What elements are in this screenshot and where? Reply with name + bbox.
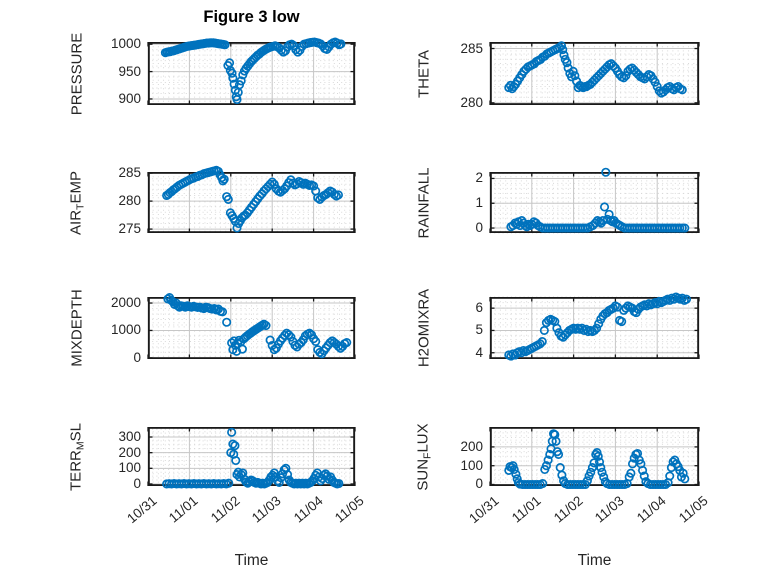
scatter-series-sun-flux xyxy=(504,429,690,490)
y-tick-label: 4 xyxy=(475,344,483,360)
y-axis-label-text: EMP xyxy=(67,170,85,204)
y-tick-label: 280 xyxy=(118,193,141,209)
x-axis-label-left: Time xyxy=(234,552,269,569)
y-tick-label: 0 xyxy=(133,475,141,491)
y-axis-label-text: H2OMIXRA xyxy=(415,288,433,368)
y-tick-label: 1 xyxy=(475,195,483,211)
y-axis-label-text: SL xyxy=(67,422,85,441)
y-tick-label: 100 xyxy=(118,460,141,476)
y-axis-label-subscript: F xyxy=(421,452,434,459)
y-axis-label-theta: THETA xyxy=(416,49,433,97)
y-axis-label-text: TERR xyxy=(67,449,85,491)
y-axis-label-text: SUN xyxy=(414,458,432,491)
plot-area-terr-msl xyxy=(147,426,356,489)
y-axis-label-pressure: PRESSURE xyxy=(69,32,86,115)
scatter-series-theta xyxy=(504,41,687,98)
plot-area-rainfall xyxy=(489,167,700,234)
y-tick-label: 0 xyxy=(475,220,483,236)
y-tick-label: 300 xyxy=(118,429,141,445)
x-axis-label-right: Time xyxy=(577,552,612,569)
y-tick-label: 200 xyxy=(118,444,141,460)
plot-area-sun-flux xyxy=(489,426,700,490)
scatter-series-h2omixra xyxy=(504,292,692,361)
y-tick-label: 2 xyxy=(475,170,483,186)
y-axis-label-air-temp: AIRTEMP xyxy=(68,171,87,235)
y-tick-label: 275 xyxy=(118,221,141,237)
plot-area-mixdepth xyxy=(147,292,356,360)
y-tick-label: 950 xyxy=(118,63,141,79)
y-axis-label-rainfall: RAINFALL xyxy=(416,167,433,238)
y-axis-label-subscript: M xyxy=(74,440,87,450)
plot-area-theta xyxy=(489,41,700,106)
scatter-series-pressure xyxy=(160,37,346,105)
y-tick-label: 0 xyxy=(133,349,141,365)
y-axis-label-terr-msl: TERRMSL xyxy=(68,423,87,491)
y-tick-label: 2000 xyxy=(110,295,141,311)
y-tick-label: 6 xyxy=(475,300,483,316)
y-tick-label: 1000 xyxy=(110,36,141,52)
y-tick-label: 0 xyxy=(475,476,483,492)
plot-area-h2omixra xyxy=(489,292,700,361)
y-tick-label: 285 xyxy=(460,40,483,56)
y-axis-label-text: AIR xyxy=(67,209,85,235)
y-axis-label-text: RAINFALL xyxy=(415,167,433,238)
y-tick-label: 200 xyxy=(460,438,483,454)
scatter-series-mixdepth xyxy=(163,292,352,359)
figure-title: Figure 3 low xyxy=(203,8,300,26)
scatter-series-rainfall xyxy=(506,167,690,233)
plot-area-air-temp xyxy=(147,165,356,234)
y-tick-label: 900 xyxy=(118,90,141,106)
y-axis-label-text: THETA xyxy=(415,49,433,98)
plot-area-pressure xyxy=(147,37,356,106)
y-axis-label-h2omixra: H2OMIXRA xyxy=(416,289,433,367)
y-tick-label: 280 xyxy=(460,94,483,110)
y-tick-label: 285 xyxy=(118,165,141,181)
y-axis-label-text: PRESSURE xyxy=(68,32,86,115)
y-tick-label: 1000 xyxy=(110,322,141,338)
scatter-series-air-temp xyxy=(162,165,343,233)
scatter-series-terr-msl xyxy=(162,427,344,489)
y-axis-label-text: MIXDEPTH xyxy=(68,289,86,367)
y-tick-label: 100 xyxy=(460,457,483,473)
y-axis-label-text: LUX xyxy=(414,422,432,453)
y-axis-label-sun-flux: SUNFLUX xyxy=(415,423,434,490)
y-axis-label-mixdepth: MIXDEPTH xyxy=(69,289,86,367)
y-tick-label: 5 xyxy=(475,322,483,338)
y-axis-label-subscript: T xyxy=(74,203,87,210)
